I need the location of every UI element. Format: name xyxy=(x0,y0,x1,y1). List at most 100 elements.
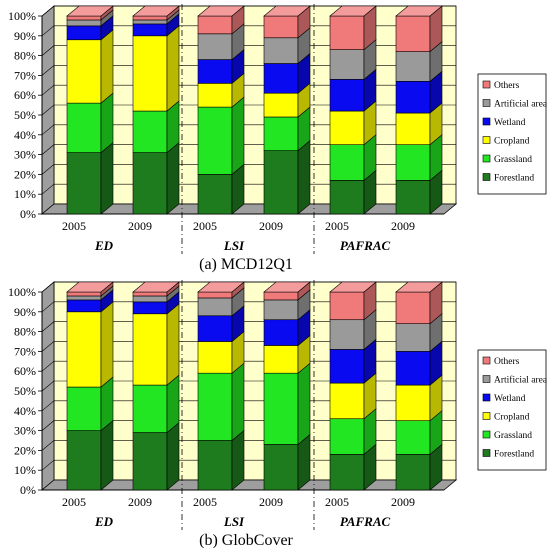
bar-top xyxy=(395,281,443,293)
bar-front xyxy=(132,301,168,315)
gridline xyxy=(41,420,456,431)
bar-front xyxy=(329,15,365,50)
bar-front xyxy=(329,49,365,80)
group-label: LSI xyxy=(223,238,245,253)
bar-segment xyxy=(197,72,245,108)
legend-item: Artificial area xyxy=(482,99,548,110)
bar-front xyxy=(263,345,299,374)
bar-top xyxy=(263,281,311,293)
bar-segment xyxy=(66,9,114,27)
legend-swatch xyxy=(482,136,491,144)
group-label: LSI xyxy=(223,514,245,529)
group-label: PAFRAC xyxy=(340,514,391,529)
bar-front xyxy=(263,63,299,94)
bar-front xyxy=(263,150,299,215)
gridline xyxy=(41,84,456,96)
bar-front xyxy=(263,372,299,445)
caption: (b) GlobCover xyxy=(199,532,293,548)
x-tick-label: 2009 xyxy=(259,219,283,233)
x-tick-label: 2009 xyxy=(128,495,152,509)
y-tick-label: 30% xyxy=(14,424,36,438)
legend-swatch xyxy=(482,412,491,420)
y-tick-label: 60% xyxy=(14,364,36,378)
bar-top xyxy=(329,281,377,293)
bar-front xyxy=(132,110,168,153)
bar-top xyxy=(132,281,180,293)
y-tick-label: 40% xyxy=(14,128,36,142)
bar-segment xyxy=(263,139,311,215)
bar-front xyxy=(197,297,233,317)
bar-segment xyxy=(329,169,377,215)
bar-segment xyxy=(132,374,180,434)
bar-segment xyxy=(329,68,377,112)
bar-front xyxy=(395,420,431,455)
bar-front xyxy=(395,112,431,145)
bar-segment xyxy=(329,408,377,456)
bar-segment xyxy=(66,5,114,21)
bar-front xyxy=(329,319,365,350)
legend: Others Artificial area Wetland Cropland Gras… xyxy=(477,73,548,195)
x-tick-label: 2005 xyxy=(193,495,217,509)
bar-segment xyxy=(197,330,245,374)
legend-item: Artificial area xyxy=(482,375,548,386)
bar-front xyxy=(197,83,233,108)
gridline xyxy=(41,45,456,56)
bar-front xyxy=(197,315,233,342)
gridline xyxy=(41,183,456,195)
legend-label: Others xyxy=(494,81,520,91)
bar-segment xyxy=(66,29,114,104)
bar-front xyxy=(263,15,299,39)
bar-top xyxy=(329,5,377,17)
bar-top xyxy=(66,281,114,293)
bar-segment xyxy=(329,443,377,491)
x-tick-label: 2009 xyxy=(391,219,415,233)
bar-front xyxy=(132,23,168,37)
bar-front xyxy=(329,291,365,321)
legend-label: Others xyxy=(494,357,520,367)
gridline xyxy=(41,164,456,175)
legend-swatch xyxy=(482,80,491,89)
bar-top xyxy=(197,281,245,293)
bar-front xyxy=(263,444,299,491)
bar-side xyxy=(100,141,114,215)
bar-front xyxy=(263,319,299,346)
bar-front xyxy=(66,291,102,297)
bar-front xyxy=(132,295,168,303)
bar-front xyxy=(395,351,431,386)
bar-front xyxy=(66,19,102,27)
bar-front xyxy=(329,349,365,384)
y-tick-label: 60% xyxy=(14,88,36,102)
gridline xyxy=(41,25,456,37)
bar-side xyxy=(297,362,311,446)
bar-segment xyxy=(197,362,245,442)
bar-segment xyxy=(132,100,180,154)
bar-segment xyxy=(263,433,311,491)
bar-segment xyxy=(197,5,245,35)
legend-label: Forestland xyxy=(494,450,534,460)
caption: (a) MCD12Q1 xyxy=(199,256,293,273)
bar-front xyxy=(197,341,233,374)
bar-segment xyxy=(132,141,180,215)
legend-swatch xyxy=(482,356,491,365)
legend-label: Cropland xyxy=(494,413,530,423)
bar-side xyxy=(231,362,245,442)
bar-segment xyxy=(329,5,377,51)
legend-swatch xyxy=(482,173,491,181)
bar-front xyxy=(263,116,299,151)
gridline xyxy=(41,65,456,76)
bar-front xyxy=(263,291,299,301)
bar-side xyxy=(100,419,114,491)
legend-label: Grassland xyxy=(494,431,532,441)
bar-segment xyxy=(132,421,180,491)
y-tick-label: 100% xyxy=(8,285,36,299)
bar-front xyxy=(395,51,431,82)
bar-segment xyxy=(395,169,443,215)
bar-front xyxy=(329,418,365,455)
gridline xyxy=(41,281,456,293)
legend-swatch xyxy=(482,393,491,402)
legend-swatch xyxy=(482,430,491,439)
legend-label: Grassland xyxy=(494,155,532,165)
bar-front xyxy=(263,299,299,321)
bar-segment xyxy=(395,102,443,146)
bar-segment xyxy=(263,5,311,39)
